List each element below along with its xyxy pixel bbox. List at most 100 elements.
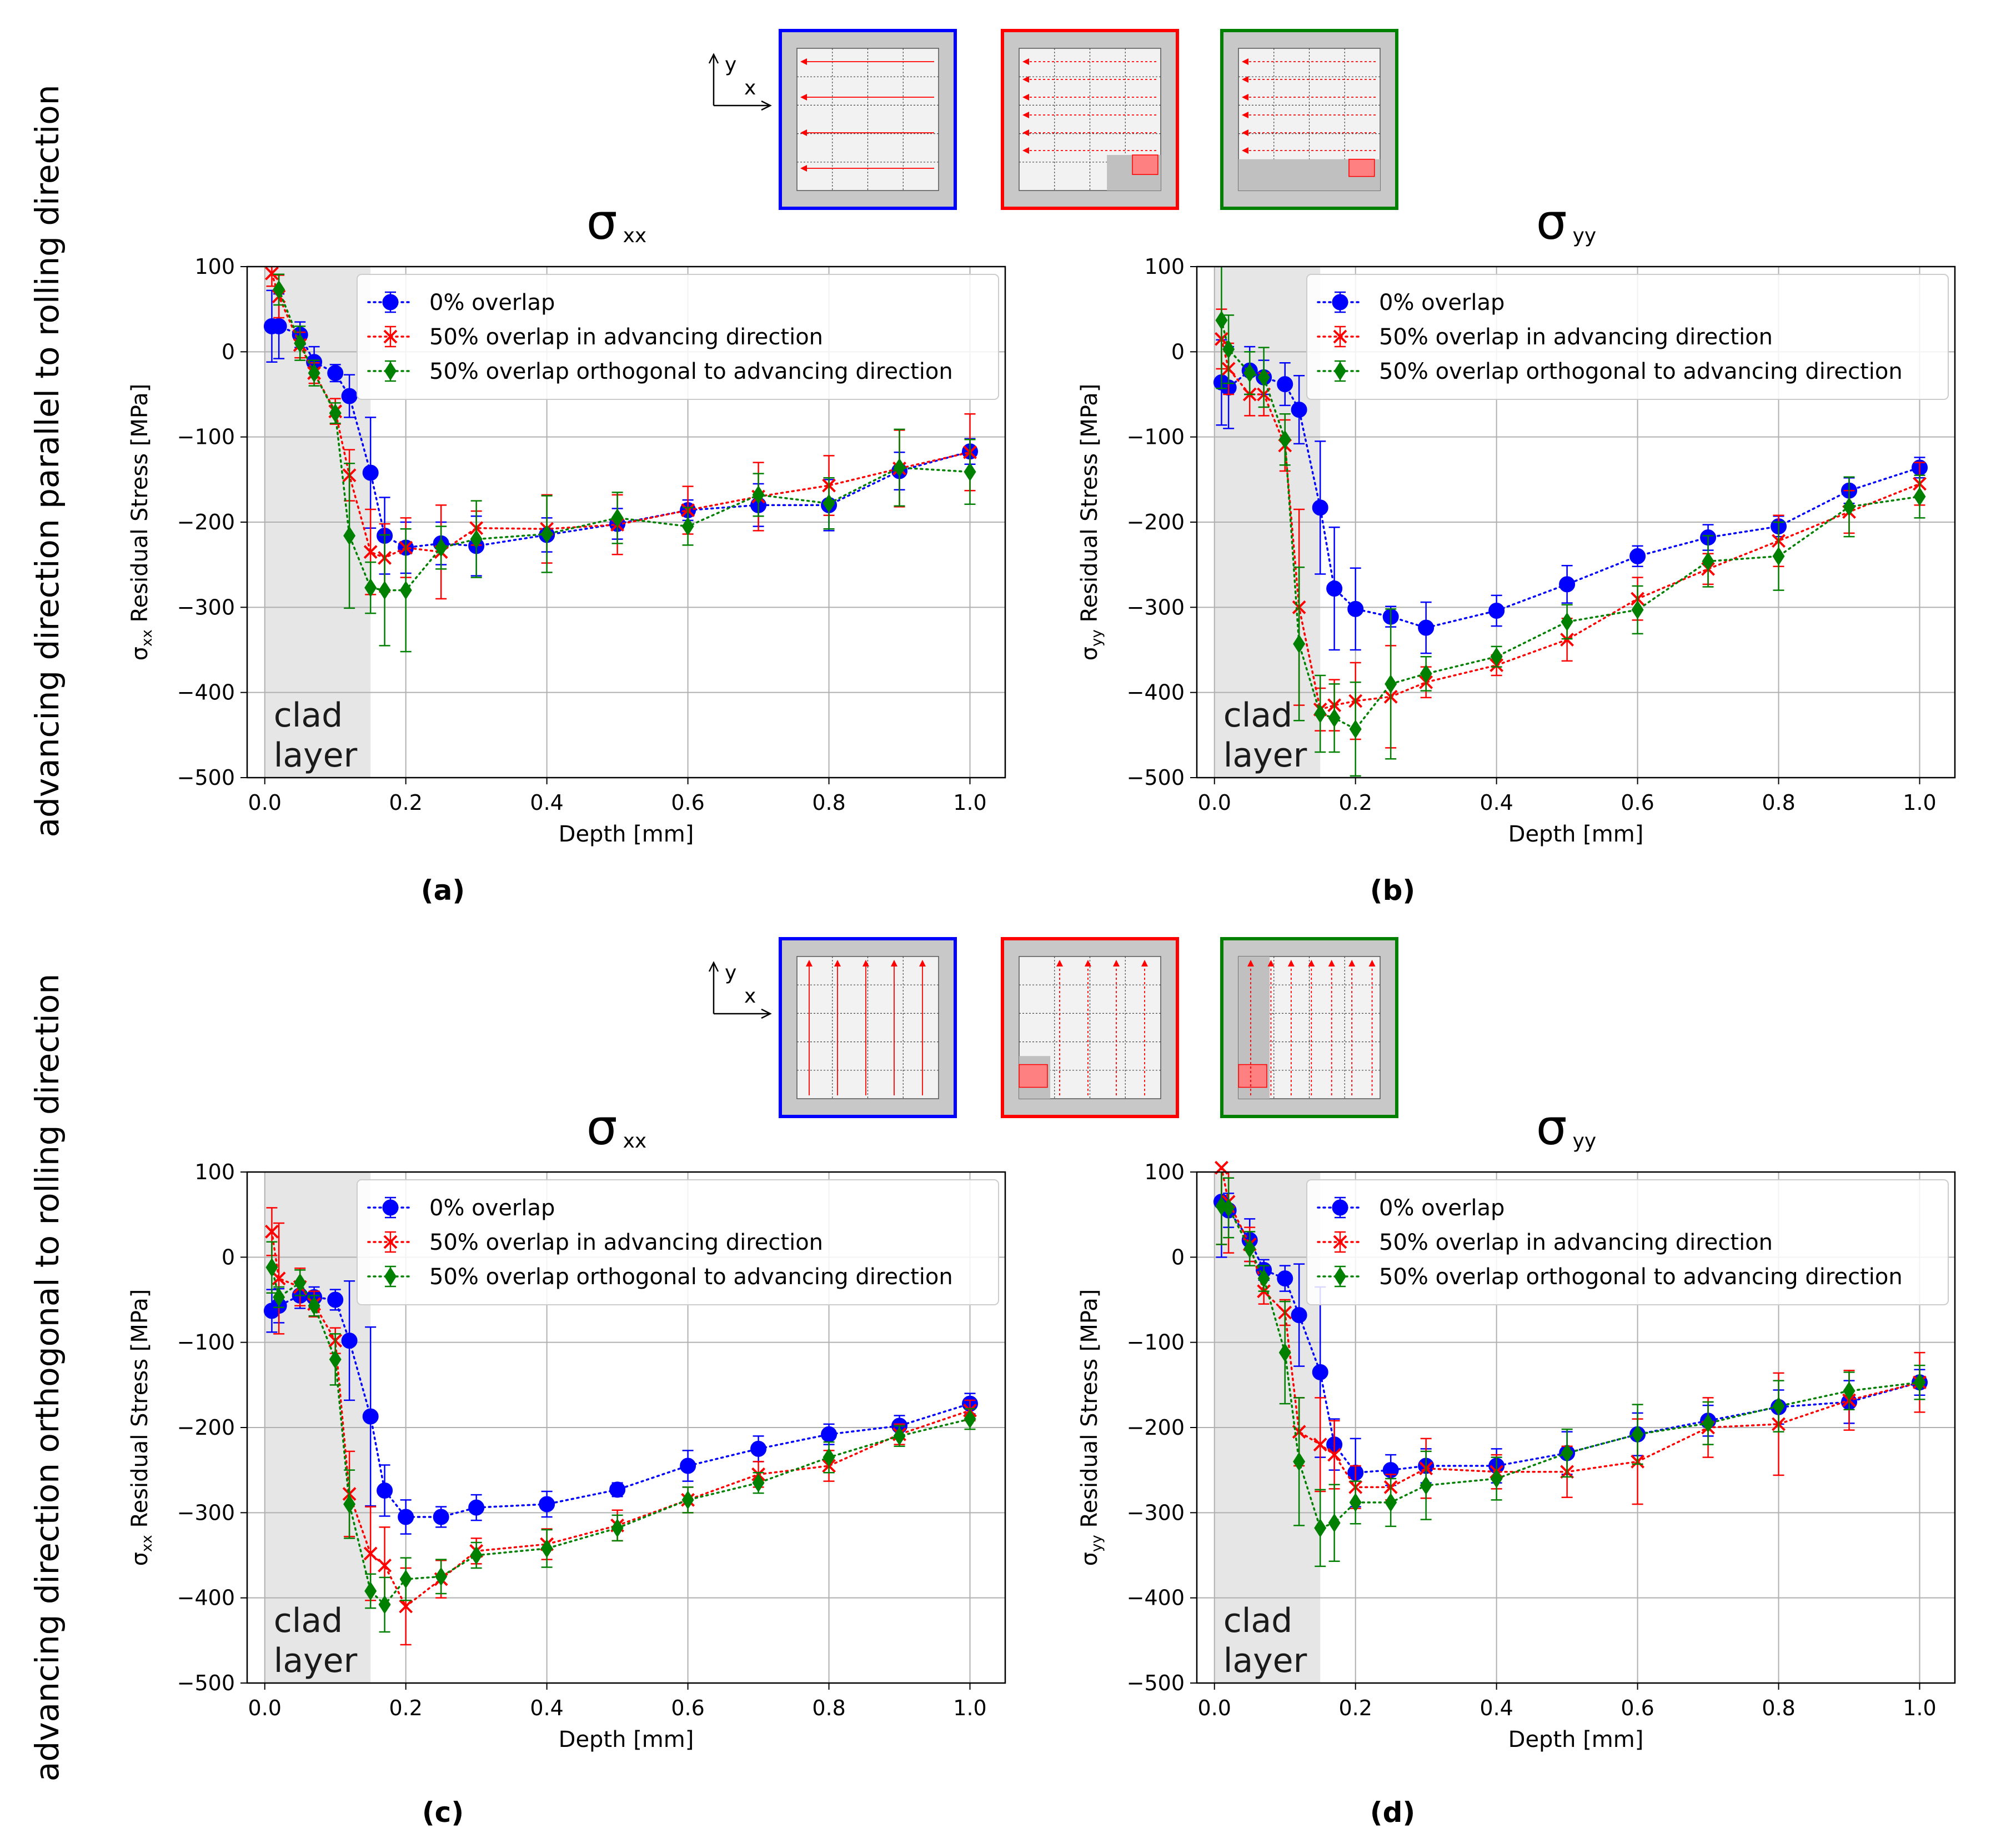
data-point bbox=[343, 526, 356, 545]
chart-title-subscript: xx bbox=[623, 1130, 647, 1153]
scan-arrowhead bbox=[1287, 960, 1295, 966]
data-point bbox=[329, 1350, 342, 1369]
y-axis-label: σxx Residual Stress [MPa] bbox=[127, 1289, 156, 1566]
schematic-1-2 bbox=[1001, 29, 1179, 210]
legend-entry-1: 0% overlap bbox=[367, 1195, 555, 1221]
legend-box bbox=[357, 1179, 999, 1305]
data-point bbox=[308, 363, 320, 383]
data-point bbox=[1631, 1425, 1644, 1444]
data-point bbox=[470, 1546, 483, 1565]
data-point bbox=[611, 1518, 624, 1538]
legend: 0% overlap 50% overlap in advancing direc… bbox=[1306, 1179, 1949, 1305]
legend-label: 50% overlap in advancing direction bbox=[429, 1230, 823, 1255]
x-tick-label: 0.8 bbox=[1762, 790, 1795, 815]
data-point bbox=[1243, 363, 1256, 383]
data-point bbox=[377, 1482, 393, 1499]
legend-label: 50% overlap in advancing direction bbox=[1379, 1230, 1773, 1255]
data-point bbox=[539, 1496, 555, 1513]
data-point bbox=[893, 458, 906, 477]
data-point bbox=[1560, 633, 1574, 647]
scan-arrowhead bbox=[1022, 112, 1029, 118]
axis-y-letter: y bbox=[725, 961, 736, 984]
data-point bbox=[327, 365, 344, 382]
y-axis-label-symbol: σ bbox=[127, 647, 153, 660]
legend-marker bbox=[384, 1267, 397, 1286]
legend-label: 50% overlap orthogonal to advancing dire… bbox=[1379, 359, 1903, 384]
data-point bbox=[1561, 1444, 1573, 1463]
data-point bbox=[1559, 576, 1576, 593]
schematic-2-1 bbox=[779, 937, 957, 1118]
y-tick-label: −200 bbox=[177, 1415, 235, 1440]
data-point bbox=[362, 1408, 379, 1425]
y-tick-label: −200 bbox=[1127, 1415, 1185, 1440]
data-point bbox=[398, 1509, 414, 1525]
data-point bbox=[470, 529, 483, 549]
data-point bbox=[1293, 634, 1306, 654]
data-point bbox=[273, 1288, 285, 1307]
series-3 bbox=[265, 1241, 976, 1633]
data-point bbox=[364, 578, 377, 598]
data-point bbox=[1277, 376, 1293, 393]
scan-arrowhead bbox=[1308, 960, 1315, 966]
data-point bbox=[611, 508, 624, 528]
data-point bbox=[1277, 1270, 1293, 1287]
legend-box bbox=[1306, 274, 1949, 400]
y-tick-label: −400 bbox=[177, 1586, 235, 1610]
data-point bbox=[1326, 580, 1343, 597]
data-point bbox=[378, 1558, 392, 1572]
chart-title-subscript: xx bbox=[623, 224, 647, 247]
scan-arrowhead bbox=[1022, 147, 1029, 154]
legend-entry-2: 50% overlap in advancing direction bbox=[1317, 324, 1773, 350]
legend-entry-1: 0% overlap bbox=[1317, 290, 1504, 315]
legend-marker bbox=[382, 1199, 399, 1216]
y-tick-label: 0 bbox=[1171, 1245, 1185, 1269]
y-tick-label: −100 bbox=[1127, 1330, 1185, 1355]
y-arrowhead bbox=[708, 961, 719, 972]
x-tick-label: 0.8 bbox=[812, 790, 845, 815]
data-point bbox=[1222, 339, 1235, 359]
data-point bbox=[341, 388, 358, 404]
y-tick-label: −300 bbox=[177, 595, 235, 619]
data-point bbox=[1349, 719, 1362, 739]
series-3 bbox=[1215, 1172, 1926, 1567]
data-point bbox=[1328, 1513, 1341, 1533]
data-point bbox=[363, 1546, 378, 1561]
y-axis-label-subscript: yy bbox=[1089, 629, 1105, 647]
data-point bbox=[1490, 647, 1503, 667]
data-point bbox=[540, 1539, 553, 1558]
legend: 0% overlap 50% overlap in advancing direc… bbox=[1306, 274, 1949, 400]
data-point bbox=[1385, 674, 1397, 694]
x-tick-label: 0.4 bbox=[1480, 1696, 1513, 1720]
schematic-1-3 bbox=[1220, 29, 1398, 210]
y-tick-label: −200 bbox=[177, 510, 235, 534]
data-point bbox=[1488, 602, 1505, 619]
data-point bbox=[752, 1473, 765, 1493]
data-point bbox=[378, 580, 391, 600]
legend-label: 50% overlap orthogonal to advancing dire… bbox=[1379, 1264, 1903, 1290]
y-tick-label: −200 bbox=[1127, 510, 1185, 534]
legend-label: 50% overlap orthogonal to advancing dire… bbox=[429, 1264, 953, 1290]
y-axis-label-text: Residual Stress [MPa] bbox=[1077, 1289, 1102, 1535]
data-point bbox=[680, 1458, 696, 1474]
data-point bbox=[294, 334, 307, 353]
scan-arrowhead bbox=[1242, 76, 1248, 83]
clad-label-line2: layer bbox=[274, 736, 358, 775]
data-point bbox=[435, 1567, 448, 1586]
hatched-region bbox=[1348, 158, 1375, 177]
chart-title-subscript: yy bbox=[1573, 1130, 1597, 1153]
y-axis-label-symbol: σ bbox=[1077, 1552, 1102, 1566]
data-point bbox=[823, 1448, 835, 1467]
data-point bbox=[1702, 1414, 1714, 1433]
data-point bbox=[433, 1509, 449, 1525]
scan-arrowhead bbox=[1022, 58, 1029, 65]
x-axis-label: Depth [mm] bbox=[559, 1727, 694, 1752]
x-tick-label: 1.0 bbox=[1903, 790, 1936, 815]
series-line bbox=[270, 272, 971, 559]
data-point bbox=[329, 403, 342, 423]
data-point bbox=[1327, 1448, 1342, 1462]
y-tick-label: −400 bbox=[177, 680, 235, 705]
data-point bbox=[1313, 1438, 1327, 1452]
legend-box bbox=[1306, 1179, 1949, 1305]
